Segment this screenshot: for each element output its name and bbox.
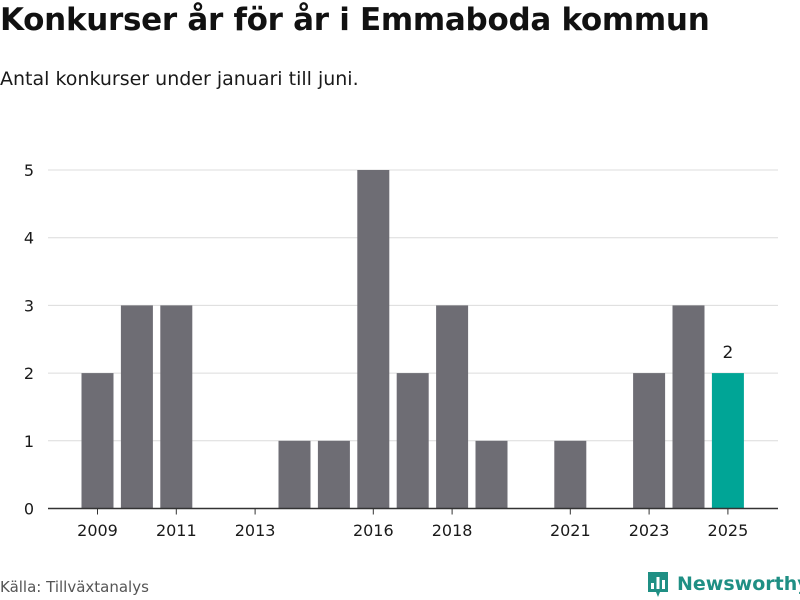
y-tick-label: 5 [24,161,34,180]
bar-2009 [81,373,114,509]
y-tick-label: 3 [24,296,34,315]
source-note: Källa: Tillväxtanalys [0,578,149,596]
bar-chart-logo-icon [648,572,668,597]
bar-2019 [475,440,508,509]
x-tick-label: 2025 [708,521,749,540]
y-tick-label: 4 [24,229,34,248]
x-tick-label: 2011 [156,521,197,540]
bar-2017 [396,373,429,509]
bar-2011 [160,305,193,509]
x-tick-label: 2016 [353,521,394,540]
y-tick-label: 1 [24,432,34,451]
bar-2015 [317,440,350,509]
brand-logo: Newsworthy [646,570,800,598]
chart-subtitle: Antal konkurser under januari till juni. [0,68,359,90]
bar-2018 [436,305,469,509]
bar-2021 [554,440,587,509]
bar-2024 [672,305,705,509]
data-label: 2 [722,343,733,363]
x-tick-label: 2023 [629,521,670,540]
bar-2014 [278,440,311,509]
brand-name: Newsworthy [677,573,800,595]
x-tick-label: 2018 [432,521,473,540]
x-tick-label: 2021 [550,521,591,540]
chart-title: Konkurser år för år i Emmaboda kommun [0,2,710,38]
bar-2025 [711,373,744,509]
y-tick-label: 2 [24,364,34,383]
bar-2010 [120,305,153,509]
bar-2016 [357,170,390,509]
y-tick-label: 0 [24,500,34,519]
x-tick-label: 2009 [77,521,118,540]
bar-2023 [633,373,666,509]
x-tick-label: 2013 [235,521,276,540]
